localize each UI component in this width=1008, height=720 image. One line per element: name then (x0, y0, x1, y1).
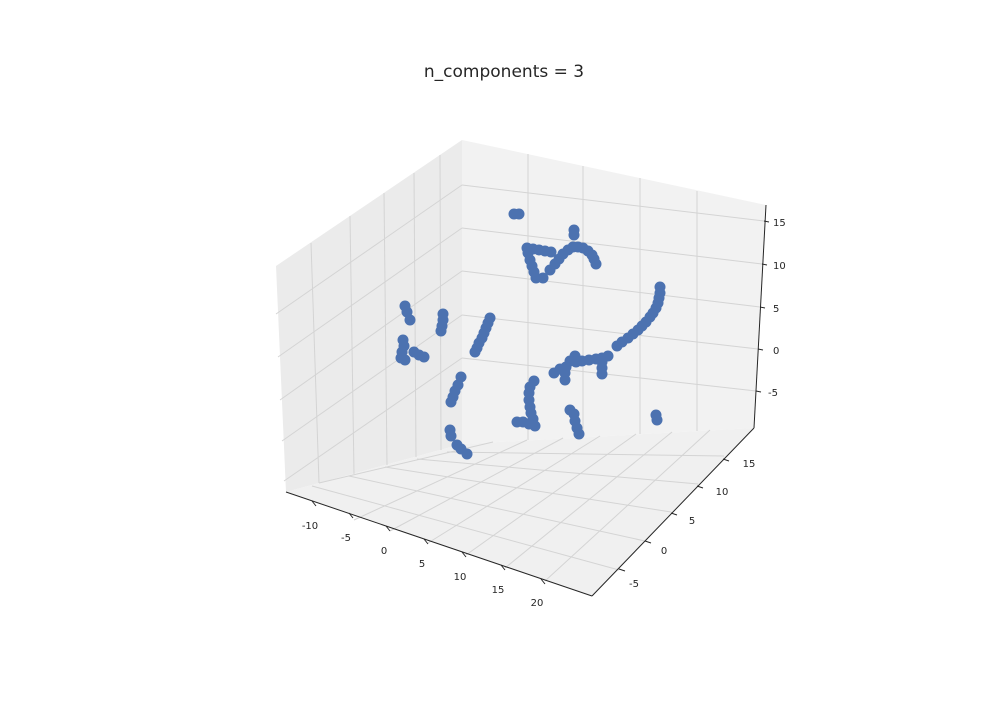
grid-line (353, 439, 528, 521)
data-point (548, 367, 560, 379)
y-tick-label: 0 (661, 546, 667, 557)
data-point (545, 246, 557, 258)
x-tick-label: 20 (531, 598, 544, 609)
data-point (537, 272, 549, 284)
grid-line (461, 184, 765, 222)
x-tick-label: -5 (341, 533, 351, 544)
y-tick-label: -5 (629, 579, 639, 590)
y-tick-mark (696, 485, 704, 489)
data-point (418, 351, 430, 363)
x-tick-mark (423, 538, 429, 545)
grid-line (446, 451, 725, 457)
data-point (651, 414, 663, 426)
grid-line (311, 485, 620, 571)
x-tick-mark (385, 525, 391, 532)
grid-line (383, 192, 388, 466)
grid-line (461, 270, 761, 308)
data-point (573, 428, 585, 440)
data-point (590, 258, 602, 270)
back-pane (462, 140, 766, 444)
gridlines (275, 154, 765, 582)
z-tick-mark (763, 220, 770, 223)
z-tick-mark (761, 263, 768, 266)
y-tick-mark (670, 512, 678, 516)
grid-line (461, 357, 757, 392)
tick-marks (311, 220, 770, 585)
data-point (559, 374, 571, 386)
z-tick-label: 15 (773, 218, 786, 229)
z-tick-label: 0 (773, 346, 779, 357)
data-point (461, 448, 473, 460)
data-point (596, 368, 608, 380)
grid-line (279, 270, 463, 401)
grid-line (461, 314, 759, 350)
x-tick-mark (311, 500, 317, 507)
z-tick-mark (755, 390, 762, 393)
data-point (568, 229, 580, 241)
data-point (445, 396, 457, 408)
y-tick-mark (644, 540, 652, 544)
x-tick-label: 0 (381, 546, 387, 557)
z-tick-label: -5 (768, 388, 778, 399)
left-pane (276, 140, 462, 492)
grid-line (416, 458, 699, 485)
x-tick-label: 10 (454, 572, 467, 583)
data-point (469, 346, 481, 358)
y-tick-label: 15 (743, 459, 756, 470)
data-point (435, 325, 447, 337)
z-axis-line (753, 204, 767, 429)
x-tick-label: 5 (419, 559, 425, 570)
grid-line (348, 475, 646, 542)
grid-line (439, 154, 442, 451)
data-point (445, 430, 457, 442)
grid-line (310, 242, 320, 484)
x-tick-label: -10 (302, 521, 318, 532)
z-tick-mark (757, 348, 764, 351)
chart-title: n_components = 3 (423, 62, 585, 82)
data-point (404, 314, 416, 326)
y-axis-line (591, 427, 755, 597)
x-tick-mark (461, 551, 467, 558)
y-tick-mark (722, 458, 730, 462)
grid-line (413, 172, 417, 458)
x-tick-label: 15 (492, 585, 505, 596)
grid-line (461, 227, 763, 265)
data-point (399, 354, 411, 366)
grid-line (349, 215, 355, 475)
z-tick-mark (759, 306, 766, 309)
y-tick-mark (618, 568, 626, 572)
z-tick-label: 5 (773, 304, 779, 315)
grid-line (384, 466, 672, 513)
x-tick-mark (500, 564, 506, 571)
data-point (611, 340, 623, 352)
tick-labels: -10 -5 0 5 10 15 20 -5 0 5 10 15 -5 0 5 … (302, 218, 786, 609)
y-tick-label: 5 (689, 516, 695, 527)
grid-line (275, 184, 463, 315)
data-points (395, 208, 666, 460)
data-point (511, 416, 523, 428)
grid-line (283, 357, 463, 482)
y-tick-label: 10 (716, 487, 729, 498)
grid-line (277, 227, 463, 358)
z-tick-label: 10 (773, 261, 786, 272)
x-axis-line (285, 491, 593, 597)
x-tick-mark (540, 578, 546, 585)
axis-lines (285, 204, 767, 597)
data-point (513, 208, 525, 220)
grid-line (281, 314, 463, 442)
x-tick-mark (348, 512, 354, 519)
